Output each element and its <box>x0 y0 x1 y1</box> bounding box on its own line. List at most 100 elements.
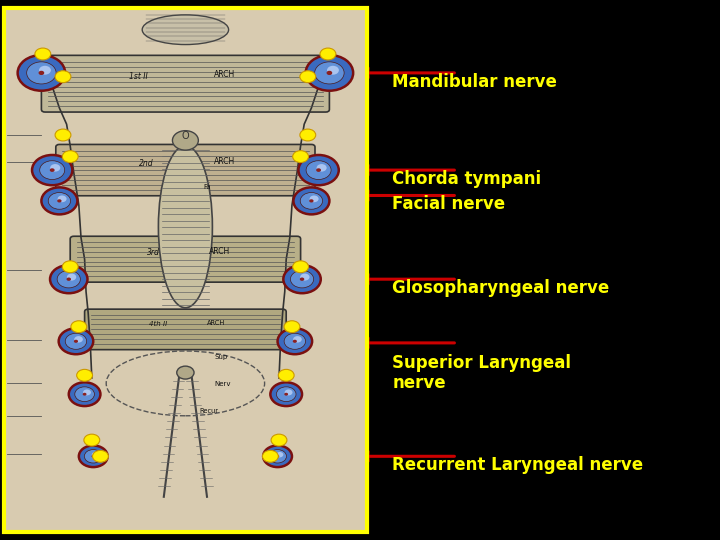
FancyBboxPatch shape <box>42 56 330 112</box>
Circle shape <box>42 187 78 214</box>
Circle shape <box>271 382 302 406</box>
Circle shape <box>276 455 279 457</box>
Text: Recurrent Laryngeal nerve: Recurrent Laryngeal nerve <box>392 456 644 474</box>
Text: ARCH: ARCH <box>207 320 225 326</box>
Circle shape <box>327 66 339 75</box>
Circle shape <box>173 131 199 150</box>
Text: Superior Laryngeal
nerve: Superior Laryngeal nerve <box>392 354 572 393</box>
Bar <box>4 8 367 532</box>
FancyBboxPatch shape <box>56 144 315 195</box>
Circle shape <box>292 261 308 273</box>
Text: ARCH: ARCH <box>215 157 235 166</box>
Text: O: O <box>181 131 189 141</box>
Circle shape <box>284 389 292 395</box>
Circle shape <box>57 271 81 288</box>
Text: Glosopharyngeal nerve: Glosopharyngeal nerve <box>392 279 610 297</box>
Text: ARCH: ARCH <box>210 247 230 256</box>
Circle shape <box>84 434 99 446</box>
Circle shape <box>63 151 78 163</box>
Circle shape <box>39 66 51 75</box>
Circle shape <box>310 195 318 202</box>
Circle shape <box>309 199 314 202</box>
Circle shape <box>55 129 71 141</box>
Circle shape <box>283 265 321 293</box>
Circle shape <box>271 434 287 446</box>
Text: Fa: Fa <box>204 184 211 190</box>
Circle shape <box>299 155 339 185</box>
Circle shape <box>290 271 314 288</box>
Circle shape <box>39 71 44 75</box>
Circle shape <box>276 387 296 402</box>
Circle shape <box>276 452 284 457</box>
Circle shape <box>58 195 67 202</box>
Circle shape <box>40 161 65 179</box>
Circle shape <box>74 340 78 343</box>
Circle shape <box>59 328 94 354</box>
Circle shape <box>83 389 91 395</box>
Circle shape <box>83 393 86 396</box>
Circle shape <box>71 321 87 333</box>
Circle shape <box>300 278 305 281</box>
Circle shape <box>48 192 71 209</box>
Text: 3rd: 3rd <box>147 248 159 257</box>
Circle shape <box>262 450 279 462</box>
Circle shape <box>68 382 101 406</box>
Circle shape <box>316 168 321 172</box>
Circle shape <box>320 48 336 60</box>
Text: Facial nerve: Facial nerve <box>392 195 505 213</box>
Circle shape <box>306 161 331 179</box>
Circle shape <box>284 393 288 396</box>
Circle shape <box>306 55 354 91</box>
Text: Mandibular nerve: Mandibular nerve <box>392 73 557 91</box>
Bar <box>4 8 367 532</box>
Circle shape <box>50 265 88 293</box>
Circle shape <box>284 321 300 333</box>
Circle shape <box>84 450 102 463</box>
Text: Chorda tympani: Chorda tympani <box>392 170 541 188</box>
Circle shape <box>32 155 72 185</box>
Circle shape <box>300 129 316 141</box>
Circle shape <box>294 187 329 214</box>
Circle shape <box>300 274 310 281</box>
Circle shape <box>66 278 71 281</box>
Circle shape <box>74 336 83 342</box>
Circle shape <box>17 55 65 91</box>
Text: ARCH: ARCH <box>215 70 235 79</box>
Text: 4th II: 4th II <box>149 321 167 327</box>
Circle shape <box>79 446 108 467</box>
Circle shape <box>27 62 56 84</box>
Circle shape <box>292 151 308 163</box>
Circle shape <box>264 446 292 467</box>
Circle shape <box>284 333 305 349</box>
Ellipse shape <box>158 146 212 308</box>
Circle shape <box>91 455 95 457</box>
Circle shape <box>293 340 297 343</box>
Circle shape <box>269 450 287 463</box>
Circle shape <box>50 164 60 172</box>
Text: 2nd: 2nd <box>138 159 153 168</box>
Circle shape <box>67 274 76 281</box>
Ellipse shape <box>143 15 229 45</box>
Circle shape <box>92 452 99 457</box>
Circle shape <box>315 62 344 84</box>
Text: Nerv: Nerv <box>215 381 230 387</box>
Circle shape <box>300 192 323 209</box>
Circle shape <box>278 369 294 381</box>
Circle shape <box>50 168 55 172</box>
Text: 1st II: 1st II <box>129 72 148 82</box>
Circle shape <box>76 369 92 381</box>
Circle shape <box>300 71 316 83</box>
Circle shape <box>327 71 332 75</box>
FancyBboxPatch shape <box>85 309 287 350</box>
Circle shape <box>66 333 86 349</box>
Circle shape <box>35 48 50 60</box>
Circle shape <box>293 336 302 342</box>
Circle shape <box>63 261 78 273</box>
Text: Sup: Sup <box>215 354 228 360</box>
Circle shape <box>58 199 62 202</box>
Circle shape <box>55 71 71 83</box>
Circle shape <box>317 164 327 172</box>
Circle shape <box>177 366 194 379</box>
Circle shape <box>277 328 312 354</box>
Circle shape <box>75 387 94 402</box>
